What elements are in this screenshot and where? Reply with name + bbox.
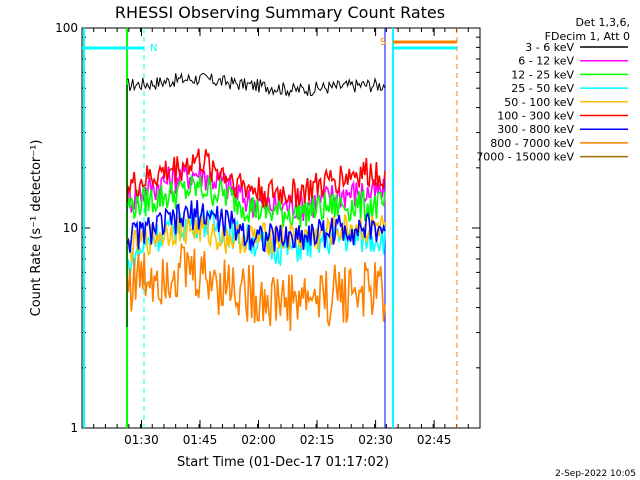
- plot-layer: 1 10 100 01:30 01:45 02:00 02:15 02:30 02:45 N S: [55, 21, 481, 447]
- saa-marker-label: S: [380, 37, 386, 48]
- legend-label: 300 - 800 keV: [497, 123, 574, 136]
- night-marker-label: N: [150, 43, 157, 54]
- x-tick-label: 02:15: [300, 433, 335, 447]
- y-axis-label: Count Rate (s⁻¹ detector⁻¹): [29, 140, 44, 317]
- y-tick-label: 100: [55, 21, 78, 35]
- chart-title: RHESSI Observing Summary Count Rates: [115, 3, 445, 22]
- legend-label: 800 - 7000 keV: [490, 137, 574, 150]
- series-line: [126, 148, 386, 208]
- legend-label: 50 - 100 keV: [504, 96, 574, 109]
- footer-date: 2-Sep-2022 10:05: [555, 469, 636, 479]
- x-tick-label: 01:30: [124, 433, 159, 447]
- legend-header-line-2: FDecim 1, Att 0: [545, 30, 630, 43]
- legend-label: 3 - 6 keV: [525, 41, 574, 54]
- x-axis-label: Start Time (01-Dec-17 01:17:02): [177, 455, 389, 470]
- x-tick-label: 02:30: [358, 433, 393, 447]
- y-tick-label: 1: [70, 421, 78, 435]
- series-line: [126, 242, 386, 332]
- legend-label: 100 - 300 keV: [497, 110, 574, 123]
- series-line: [126, 174, 386, 229]
- legend-label: 7000 - 15000 keV: [476, 151, 574, 164]
- x-tick-label: 01:45: [183, 433, 218, 447]
- x-tick-label: 02:00: [241, 433, 276, 447]
- series-line: [126, 72, 386, 98]
- legend-label: 12 - 25 keV: [511, 68, 574, 81]
- legend-label: 25 - 50 keV: [511, 82, 574, 95]
- x-tick-label: 02:45: [417, 433, 452, 447]
- legend-header-line-1: Det 1,3,6,: [575, 16, 630, 29]
- legend-header: Det 1,3,6, FDecim 1, Att 0: [545, 16, 630, 43]
- series-line: [126, 200, 386, 253]
- legend-label: 6 - 12 keV: [518, 55, 574, 68]
- y-tick-label: 10: [63, 221, 78, 235]
